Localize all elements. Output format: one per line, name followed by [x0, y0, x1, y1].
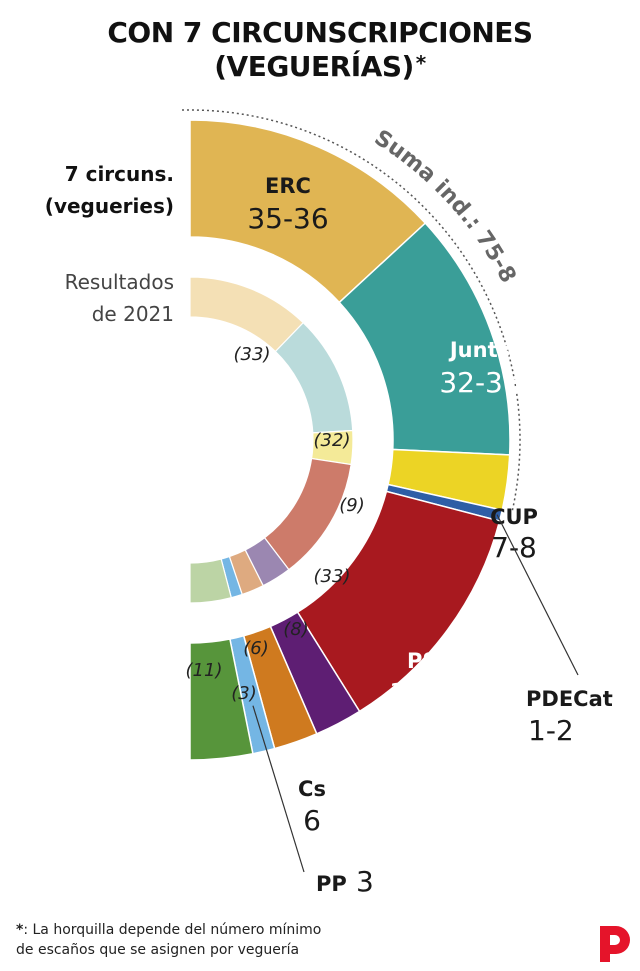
footnote: *: La horquilla depende del número mínim…	[16, 920, 321, 960]
inner-label-psc: (33)	[314, 566, 351, 587]
chart-title-line1: CON 7 CIRCUNSCRIPCIONES	[107, 16, 533, 49]
chart-title-line2: (VEGUERÍAS) *	[0, 50, 640, 83]
inner-label-cs: (6)	[243, 638, 269, 659]
outer-slice-vox	[189, 638, 254, 761]
chart-title-text: (VEGUERÍAS)	[214, 50, 414, 83]
outer-ring-label-line2: (vegueries)	[44, 194, 174, 218]
footnote-line2: de escaños que se asignen por veguería	[16, 942, 300, 958]
outer-label-name-cs: Cs	[298, 777, 326, 801]
footnote-text: : La horquilla depende del número mínimo	[23, 922, 322, 938]
inner-label-ecp: (8)	[283, 619, 309, 640]
pp-leader-line	[252, 705, 305, 873]
outer-label-range-pdecat: 1-2	[528, 714, 574, 747]
pdecat-leader-line	[496, 514, 579, 676]
inner-ring-label-line2: de 2021	[91, 302, 174, 326]
inner-label-erc: (33)	[234, 344, 271, 365]
footnote-marker: *	[16, 922, 24, 938]
publisher-logo-icon	[600, 926, 630, 962]
inner-label-vox: (11)	[186, 660, 223, 681]
outer-ring-label-line1: 7 circuns.	[64, 162, 174, 186]
outer-label-range-pp: 3	[356, 865, 374, 898]
outer-label-name-pdecat: PDECat	[526, 687, 613, 711]
outer-label-range-ecp: 6-7	[339, 762, 385, 795]
outer-label-range-vox: 8-9	[207, 829, 253, 862]
outer-label-range-psc: 32-33	[389, 677, 470, 710]
inner-ring-label-line1: Resultados	[64, 270, 174, 294]
outer-label-name-erc: ERC	[265, 174, 311, 198]
outer-ring-label: 7 circuns. (vegueries)	[45, 158, 174, 222]
outer-label-range-erc: 35-36	[247, 202, 328, 235]
outer-label-name-ecp: ECP	[339, 735, 384, 759]
outer-label-name-psc: PSC	[407, 649, 453, 673]
outer-label-range-junts: 32-36	[439, 366, 520, 399]
footnote-line1: *: La horquilla depende del número mínim…	[16, 920, 321, 940]
outer-label-name-pp: PP	[316, 872, 347, 896]
title-asterisk: *	[415, 51, 426, 75]
inner-ring-label: Resultados de 2021	[65, 266, 174, 330]
outer-label-name-cup: CUP	[490, 505, 538, 529]
independentist-sum-bracket	[182, 109, 521, 513]
outer-label-name-junts: Junts	[448, 338, 510, 362]
inner-slice-vox	[189, 558, 233, 604]
inner-slice-junts	[274, 321, 354, 434]
outer-label-name-vox: Vox	[208, 801, 252, 825]
inner-label-pp: (3)	[231, 683, 257, 704]
inner-label-junts: (32)	[314, 430, 351, 451]
inner-slice-psc	[263, 457, 352, 571]
inner-label-cup: (9)	[339, 495, 365, 516]
outer-label-range-cs: 6	[303, 804, 321, 837]
